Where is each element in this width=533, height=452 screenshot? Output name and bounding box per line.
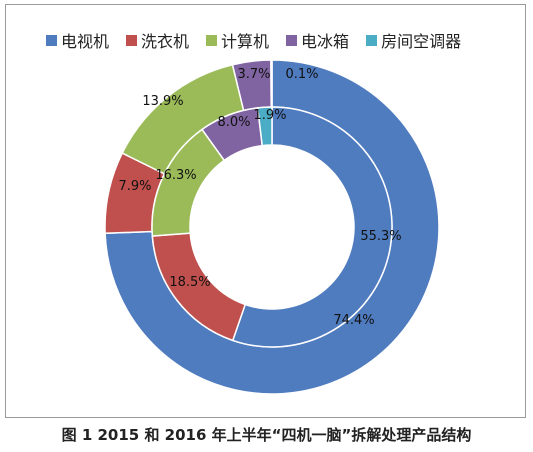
outer-label-fridge: 3.7%: [237, 67, 270, 82]
legend-swatch-tv: [46, 34, 57, 46]
legend-swatch-fridge: [286, 34, 298, 46]
legend-swatch-ac: [366, 34, 378, 46]
outer-label-tv: 74.4%: [333, 313, 374, 328]
inner-label-washer: 18.5%: [169, 275, 210, 290]
outer-label-ac: 0.1%: [285, 67, 318, 82]
legend-swatch-computer: [206, 34, 218, 46]
legend-item-computer: 计算机: [206, 28, 269, 52]
legend-label-washer: 洗衣机: [141, 32, 190, 51]
outer-label-washer: 7.9%: [118, 179, 151, 194]
double-donut-chart: 74.4% 7.9% 13.9% 3.7% 0.1% 55.3% 18.5% 16.3% 8.0…: [104, 59, 440, 395]
inner-label-fridge: 8.0%: [217, 115, 250, 130]
legend-item-washer: 洗衣机: [126, 28, 189, 52]
inner-label-tv: 55.3%: [360, 229, 401, 244]
legend-item-fridge: 电冰箱: [286, 28, 349, 52]
outer-label-computer: 13.9%: [142, 94, 183, 109]
figure-caption: 图 1 2015 和 2016 年上半年“四机一脑”拆解处理产品结构: [61, 426, 472, 444]
inner-label-ac: 1.9%: [253, 108, 286, 123]
outer-slice-ac: [270, 59, 273, 108]
inner-label-computer: 16.3%: [155, 168, 196, 183]
inner-slice-ac: [256, 106, 273, 147]
legend-label-tv: 电视机: [61, 32, 110, 51]
legend-item-tv: 电视机: [46, 28, 109, 52]
legend-label-fridge: 电冰箱: [301, 32, 350, 51]
legend-swatch-washer: [126, 34, 138, 46]
legend-label-ac: 房间空调器: [381, 32, 462, 51]
legend-item-ac: 房间空调器: [366, 28, 461, 52]
legend: 电视机 洗衣机 计算机 电冰箱 房间空调器: [46, 28, 461, 52]
legend-label-computer: 计算机: [221, 32, 270, 51]
inner-slice-tv: [231, 106, 393, 348]
